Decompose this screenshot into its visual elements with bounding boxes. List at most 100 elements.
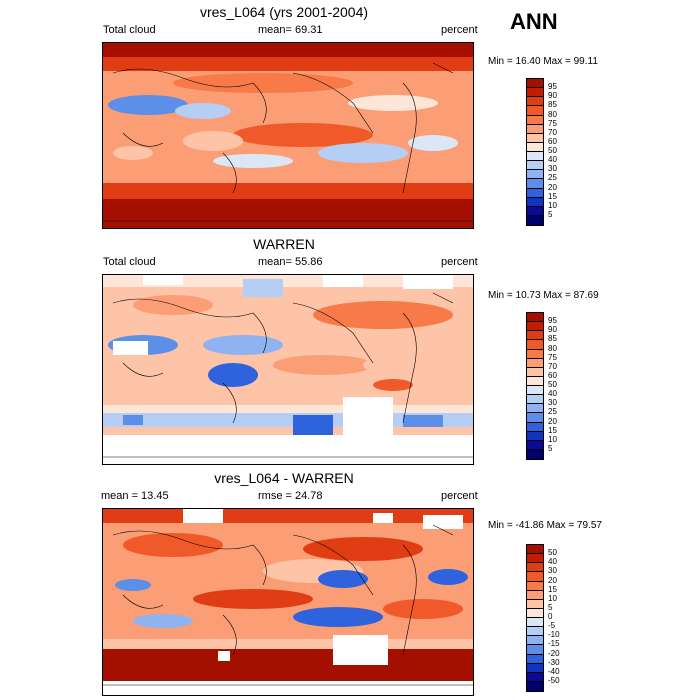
colorbar-swatch [527, 599, 543, 609]
panel2-variable-label: Total cloud [103, 256, 156, 268]
colorbar-swatch [527, 590, 543, 600]
colorbar-label: -5 [548, 621, 556, 631]
panel3-mean-label: mean = 13.45 [101, 490, 169, 502]
panel1-units-label: percent [441, 24, 478, 36]
colorbar-label: 20 [548, 182, 557, 192]
colorbar-swatch [527, 115, 543, 125]
colorbar-label: 95 [548, 316, 557, 326]
colorbar-swatch [527, 645, 543, 655]
colorbar-swatch [527, 395, 543, 405]
colorbar-label: 50 [548, 380, 557, 389]
colorbar-swatch [527, 404, 543, 414]
panel1-colorbar [526, 78, 544, 226]
colorbar-label: 10 [548, 200, 557, 210]
colorbar-swatch [527, 340, 543, 350]
colorbar-swatch [527, 322, 543, 332]
colorbar-swatch [527, 618, 543, 628]
colorbar-label: 5 [548, 209, 553, 219]
panel3-minmax: Min = -41.86 Max = 79.57 [488, 520, 602, 531]
colorbar-swatch [527, 376, 543, 386]
colorbar-swatch [527, 422, 543, 432]
colorbar-swatch [527, 681, 543, 691]
panel3-title: vres_L064 - WARREN [214, 470, 354, 486]
colorbar-label: 20 [548, 416, 557, 426]
colorbar-swatch [527, 572, 543, 582]
colorbar-label: 95 [548, 82, 557, 92]
panel2-map [102, 274, 474, 465]
colorbar-swatch [527, 367, 543, 377]
colorbar-label: 60 [548, 136, 557, 146]
colorbar-label: -40 [548, 666, 560, 676]
panel2-units-label: percent [441, 256, 478, 268]
colorbar-label: 40 [548, 557, 557, 567]
colorbar-swatch [527, 331, 543, 341]
colorbar-label: 70 [548, 127, 557, 137]
colorbar-label: -10 [548, 630, 560, 640]
colorbar-swatch [527, 142, 543, 152]
colorbar-label: 90 [548, 91, 557, 101]
panel1-colorbar-labels: 95 90 85 80 75 70 60 50 40 30 25 20 15 10 5 [548, 78, 578, 224]
colorbar-label: 15 [548, 191, 557, 201]
panel2-mean-label: mean= 55.86 [258, 256, 323, 268]
colorbar-label: 85 [548, 100, 557, 110]
panel3-map [102, 508, 474, 696]
colorbar-swatch [527, 545, 543, 555]
colorbar-label: 25 [548, 407, 557, 417]
colorbar-swatch [527, 152, 543, 162]
colorbar-label: -20 [548, 648, 560, 658]
colorbar-swatch [527, 79, 543, 89]
panel1-title: vres_L064 (yrs 2001-2004) [199, 4, 369, 20]
colorbar-swatch [527, 581, 543, 591]
colorbar-swatch [527, 349, 543, 359]
colorbar-swatch [527, 413, 543, 423]
colorbar-swatch [527, 654, 543, 664]
colorbar-swatch [527, 188, 543, 198]
colorbar-swatch [527, 170, 543, 180]
colorbar-swatch [527, 663, 543, 673]
panel2-colorbar-labels: 95 90 85 80 75 70 60 50 40 30 25 20 15 10 5 [548, 312, 578, 458]
panel3-colorbar-labels: 50 40 30 20 15 10 5 0 -5 -10 -15 -20 -30 -40 -50 [548, 544, 578, 690]
colorbar-swatch [527, 161, 543, 171]
colorbar-label: 60 [548, 370, 557, 380]
colorbar-swatch [527, 88, 543, 98]
colorbar-label: -30 [548, 657, 560, 667]
colorbar-swatch [527, 608, 543, 618]
panel2-title: WARREN [253, 236, 315, 252]
colorbar-label: 85 [548, 334, 557, 344]
colorbar-swatch [527, 386, 543, 396]
colorbar-swatch [527, 636, 543, 646]
colorbar-label: 0 [548, 612, 553, 621]
colorbar-swatch [527, 440, 543, 450]
colorbar-label: 40 [548, 389, 557, 399]
colorbar-swatch [527, 672, 543, 682]
panel1-minmax: Min = 16.40 Max = 99.11 [488, 56, 598, 67]
panel3-units-label: percent [441, 490, 478, 502]
colorbar-swatch [527, 97, 543, 107]
colorbar-swatch [527, 554, 543, 564]
colorbar-label: 30 [548, 164, 557, 174]
panel1-mean-label: mean= 69.31 [258, 24, 323, 36]
colorbar-label: 80 [548, 343, 557, 353]
panel3-colorbar [526, 544, 544, 692]
colorbar-label: 50 [548, 146, 557, 155]
panel2-colorbar [526, 312, 544, 460]
panel2-minmax: Min = 10.73 Max = 87.69 [488, 290, 599, 301]
colorbar-label: 75 [548, 352, 557, 362]
colorbar-swatch [527, 431, 543, 441]
colorbar-label: 50 [548, 548, 557, 558]
colorbar-swatch [527, 197, 543, 207]
colorbar-swatch [527, 358, 543, 368]
colorbar-swatch [527, 106, 543, 116]
colorbar-label: 15 [548, 425, 557, 435]
panel1-variable-label: Total cloud [103, 24, 156, 36]
colorbar-swatch [527, 124, 543, 134]
colorbar-label: -50 [548, 675, 560, 685]
colorbar-label: 10 [548, 593, 557, 603]
colorbar-label: 80 [548, 109, 557, 119]
colorbar-swatch [527, 215, 543, 225]
season-label: ANN [510, 9, 558, 34]
colorbar-label: 10 [548, 434, 557, 444]
colorbar-label: 20 [548, 575, 557, 585]
colorbar-swatch [527, 563, 543, 573]
colorbar-label: 90 [548, 325, 557, 335]
